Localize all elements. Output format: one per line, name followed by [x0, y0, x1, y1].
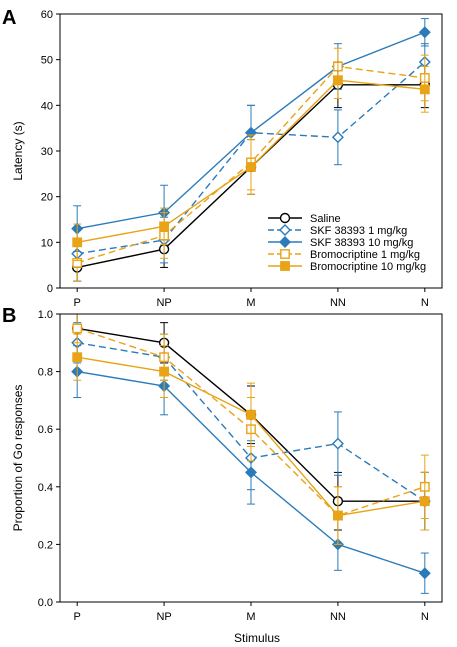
legend-item: Bromocriptine 1 mg/kg: [268, 249, 420, 261]
legend-marker: [280, 261, 290, 271]
panel-a-series: [71, 18, 431, 282]
data-point: [419, 84, 430, 95]
data-point: [72, 237, 83, 248]
panela-x-tick-label: M: [246, 297, 255, 309]
legend-label: Bromocriptine 1 mg/kg: [310, 249, 420, 261]
data-point: [418, 567, 431, 580]
panel-b-series: [71, 313, 431, 594]
panel-a-frame: [59, 13, 443, 289]
legend-marker: [280, 249, 290, 259]
panel-b-letter: B: [2, 305, 16, 327]
legend-item: Saline: [268, 212, 341, 225]
data-point: [159, 366, 169, 377]
data-point: [72, 352, 83, 363]
panelb-x-tick-label: NN: [330, 611, 346, 623]
legend-label: SKF 38393 10 mg/kg: [310, 237, 413, 249]
panel-a-x-ticks: P NP M NN N: [74, 288, 429, 309]
panela-x-tick-label: N: [421, 297, 429, 309]
panelb-y-tick-label: 0.2: [38, 539, 53, 551]
panel-b-y-axis-label: Proportion of Go responses: [11, 385, 25, 532]
legend-label: Saline: [310, 213, 341, 225]
legend-label: Bromocriptine 10 mg/kg: [310, 261, 426, 273]
data-point: [418, 26, 431, 39]
legend-item: SKF 38393 1 mg/kg: [268, 224, 407, 237]
panel-b-frame: [59, 313, 443, 603]
data-point: [72, 323, 83, 334]
data-point: [159, 221, 169, 232]
panela-y-tick-label: 0: [47, 283, 53, 295]
legend-item: Bromocriptine 10 mg/kg: [268, 261, 426, 273]
legend-marker: [279, 236, 291, 248]
panelb-x-tick-label: NP: [156, 611, 171, 623]
panelb-y-tick-label: 1.0: [38, 309, 53, 321]
data-point: [333, 510, 343, 521]
data-point: [331, 131, 344, 144]
data-point: [333, 75, 343, 86]
panelb-y-tick-label: 0.0: [38, 597, 53, 609]
x-axis-label: Stimulus: [234, 631, 280, 645]
legend-item: SKF 38393 10 mg/kg: [268, 236, 413, 249]
panela-y-tick-label: 40: [41, 100, 53, 112]
data-point: [331, 437, 344, 450]
data-point: [245, 466, 257, 479]
panelb-y-tick-label: 0.6: [38, 424, 53, 436]
panela-x-tick-label: P: [74, 297, 81, 309]
panela-x-tick-label: NP: [156, 297, 171, 309]
panelb-x-tick-label: P: [74, 611, 81, 623]
legend-marker: [279, 224, 291, 236]
panela-y-tick-label: 60: [41, 9, 53, 21]
panelb-series-4: [72, 333, 430, 545]
panela-y-tick-label: 30: [41, 146, 53, 158]
panel-a-y-ticks: 0 10 20 30 40 50 60: [41, 9, 60, 295]
panela-y-tick-label: 10: [41, 237, 53, 249]
data-point: [246, 409, 256, 420]
panelb-y-tick-label: 0.4: [38, 482, 53, 494]
legend-label: SKF 38393 1 mg/kg: [310, 225, 407, 237]
panela-y-tick-label: 50: [41, 55, 53, 67]
data-point: [419, 496, 430, 507]
panelb-y-tick-label: 0.8: [38, 367, 53, 379]
panelb-x-tick-label: N: [421, 611, 429, 623]
data-point: [246, 162, 256, 172]
panela-y-tick-label: 20: [41, 192, 53, 204]
panel-a-letter: A: [2, 7, 16, 29]
panela-x-tick-label: NN: [330, 297, 346, 309]
panel-b: 0.00.20.40.60.81.0 P NP M NN N Proportion of…: [11, 309, 443, 623]
panel-b-y-ticks: 0.0 0.2 0.4 0.6 0.8 1.0: [38, 309, 60, 609]
panel-b-x-ticks: P NP M NN N: [74, 602, 429, 623]
panelb-x-tick-label: M: [246, 611, 255, 623]
legend-marker: [279, 212, 291, 224]
panel-a-y-axis-label: Latency (s): [11, 121, 25, 180]
panela-series-4: [72, 61, 430, 262]
